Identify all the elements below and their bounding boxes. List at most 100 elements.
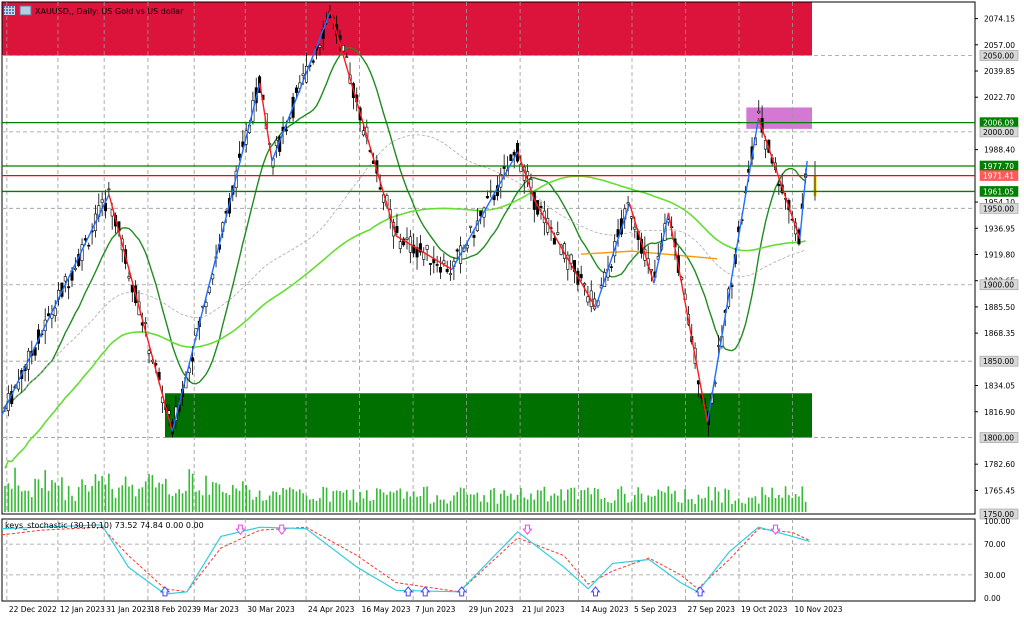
- arrow-down-icon: [522, 524, 533, 535]
- candle-body: [777, 183, 781, 187]
- candle-body: [378, 187, 382, 190]
- moving-average-gray: [4, 134, 806, 408]
- candle-body: [345, 56, 349, 58]
- arrow-down-icon: [276, 524, 287, 535]
- candle-body: [361, 130, 365, 136]
- level-label: 1800.00: [983, 434, 1014, 443]
- stochastic-panel: 100.00 70.00 30.00 0.00: [1, 517, 1010, 603]
- candle-body: [191, 357, 195, 362]
- candle-body: [87, 244, 91, 247]
- zigzag-up-segment: [451, 151, 519, 270]
- moving-average-fast: [4, 46, 807, 408]
- candle-body: [318, 44, 322, 48]
- time-tick-label: 19 Oct 2023: [741, 605, 788, 614]
- candle-body: [445, 269, 449, 273]
- chart-grid-icon: [4, 6, 15, 15]
- price-tick-label: 1988.40: [984, 146, 1015, 155]
- zigzag-up-segment: [171, 82, 261, 432]
- zigzag-down-segment: [395, 235, 453, 271]
- level-label: 1971.41: [983, 172, 1014, 181]
- level-label-box: [979, 126, 1019, 138]
- zigzag-down-segment: [517, 151, 536, 201]
- candle-body: [438, 266, 442, 273]
- level-label: 1961.05: [983, 187, 1014, 196]
- candle-body: [435, 264, 439, 266]
- candle-body: [428, 263, 432, 265]
- candle-body: [526, 171, 530, 176]
- candle-body: [311, 60, 315, 63]
- candle-body: [512, 151, 516, 156]
- candle-body: [442, 260, 446, 264]
- zigzag-up-segment: [1, 194, 110, 415]
- level-label-box: [979, 170, 1019, 181]
- stochastic-title: keys_stochastic (30,10,10) 73.52 74.84 0…: [5, 521, 204, 530]
- candle-body: [629, 216, 633, 219]
- candle-body: [472, 235, 476, 238]
- candle-body: [412, 244, 416, 254]
- zigzag-up-segment: [653, 212, 670, 284]
- candle-body: [502, 166, 506, 169]
- price-panel-frame: [1, 1, 976, 515]
- candle-body: [167, 410, 171, 415]
- zigzag-down-segment: [534, 200, 597, 309]
- stoch-tick-label: 30.00: [984, 571, 1006, 580]
- level-label-box: [979, 50, 1019, 61]
- level-label-box: [979, 186, 1019, 197]
- demand-zone: [164, 393, 813, 438]
- level-label: 1977.70: [983, 162, 1014, 171]
- zigzag-down-segment: [329, 10, 397, 237]
- volume-layer: [4, 467, 807, 512]
- candle-body: [757, 110, 761, 114]
- candle-body: [294, 87, 298, 93]
- candle-body: [398, 241, 402, 249]
- candle-body: [509, 154, 513, 161]
- symbol-flag-icon: [19, 5, 32, 16]
- level-label-box: [979, 508, 1019, 520]
- candle-body: [274, 139, 278, 146]
- grid-layer: [1, 1, 976, 602]
- candle-body: [465, 244, 469, 249]
- candle-body: [519, 164, 523, 172]
- candle-body: [485, 196, 489, 199]
- arrow-up-icon: [420, 586, 431, 597]
- magenta-box: [746, 107, 812, 129]
- candle-body: [147, 350, 151, 354]
- candle-body: [469, 225, 473, 228]
- price-tick-label: 2022.70: [984, 93, 1015, 102]
- price-tick-label: 1816.90: [984, 408, 1015, 417]
- price-tick-label: 1919.80: [984, 250, 1015, 259]
- candle-body: [455, 249, 459, 252]
- price-tick-label: 1936.95: [984, 224, 1015, 233]
- stoch-tick-label: 70.00: [984, 540, 1006, 549]
- stoch-tick-label: 100.00: [984, 517, 1010, 526]
- zigzag-layer: [1, 10, 808, 432]
- stochastic-signal-line: [1, 526, 810, 593]
- moving-averages-layer: [4, 46, 807, 469]
- arrow-up-icon: [159, 586, 171, 597]
- candle-body: [301, 73, 305, 76]
- time-tick-label: 27 Sep 2023: [688, 605, 736, 614]
- candle-body: [405, 237, 409, 240]
- time-tick-label: 7 Jun 2023: [415, 605, 456, 614]
- candle-body: [586, 296, 590, 303]
- price-tick-label: 1885.50: [984, 303, 1015, 312]
- time-tick-label: 30 Mar 2023: [247, 605, 295, 614]
- zigzag-down-segment: [667, 212, 709, 423]
- candle-body: [127, 276, 131, 279]
- zigzag-down-segment: [757, 117, 801, 240]
- price-tick-label: 1765.45: [984, 486, 1015, 495]
- price-tick-label: 1954.10: [984, 198, 1015, 207]
- zigzag-up-segment: [271, 10, 332, 162]
- candle-body: [626, 202, 630, 205]
- zones-layer: [2, 2, 813, 438]
- time-tick-label: 24 Apr 2023: [308, 605, 355, 614]
- level-label: 1750.00: [983, 510, 1014, 519]
- candle-body: [552, 237, 556, 245]
- candle-body: [63, 276, 67, 282]
- time-tick-label: 31 Jan 2023: [106, 605, 151, 614]
- candle-body: [418, 243, 422, 253]
- stoch-tick-label: 0.00: [984, 594, 1001, 603]
- level-label: 2006.09: [983, 119, 1014, 128]
- level-label-box: [979, 279, 1019, 291]
- level-label: 2000.00: [983, 128, 1014, 137]
